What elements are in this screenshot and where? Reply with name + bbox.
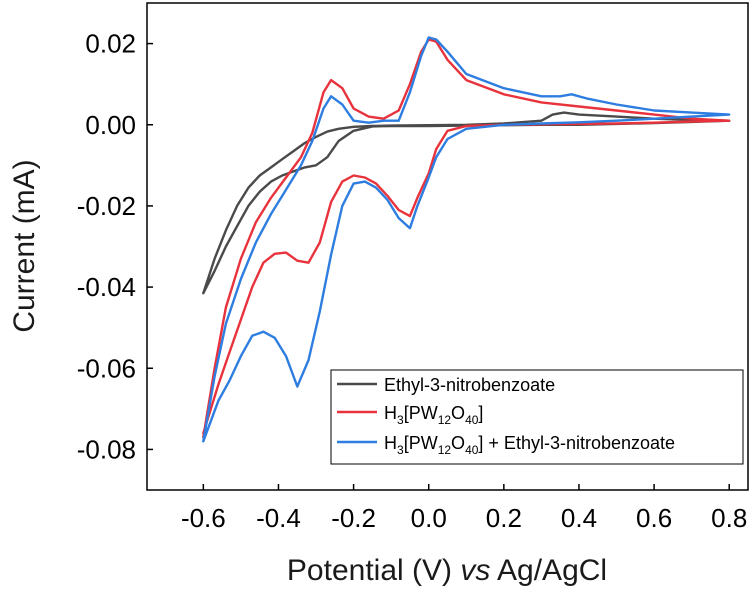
y-tick-label: -0.02	[77, 191, 136, 221]
series-line-2	[202, 36, 731, 443]
y-tick-label: 0.00	[85, 110, 136, 140]
legend-label-part: [PW	[404, 403, 438, 423]
legend-label-part: O	[451, 433, 465, 453]
y-tick-label: -0.06	[77, 353, 136, 383]
legend-label-part: 40	[465, 443, 479, 457]
x-tick-label: 0.2	[486, 503, 522, 533]
legend-label-part: [PW	[404, 433, 438, 453]
x-tick-label: 0.6	[636, 503, 672, 533]
x-axis-title-italic: vs	[460, 554, 490, 587]
legend-label-part: ] + Ethyl-3-nitrobenzoate	[478, 433, 675, 453]
legend-label-part: ]	[478, 403, 483, 423]
y-tick-label: -0.04	[77, 272, 136, 302]
x-tick-label: 0.4	[561, 503, 597, 533]
legend-label-part: O	[451, 403, 465, 423]
x-axis-title-prefix: Potential (V)	[287, 554, 460, 587]
legend-label-part: 12	[438, 413, 452, 427]
x-tick-label: 0.0	[411, 503, 447, 533]
legend-label-part: 3	[397, 443, 404, 457]
legend-label-part: H	[384, 433, 397, 453]
legend-label-part: 12	[438, 443, 452, 457]
tick-layer: -0.6 -0.4 -0.2 0.0 0.2 0.4 0.6 0.8 0.02 0.00 -0.02…	[77, 29, 748, 533]
legend-label-part: H	[384, 403, 397, 423]
legend-label-part: 3	[397, 413, 404, 427]
y-tick-label: 0.02	[85, 29, 136, 59]
y-tick-label: -0.08	[77, 434, 136, 464]
legend-label-part: 40	[465, 413, 479, 427]
plot-frame	[146, 2, 749, 491]
series-layer	[202, 36, 731, 443]
x-tick-label: -0.2	[331, 503, 376, 533]
legend-label-2: H3[PW12O40] + Ethyl-3-nitrobenzoate	[384, 433, 675, 457]
x-tick-label: -0.4	[256, 503, 301, 533]
legend-label-part: Ethyl-3-nitrobenzoate	[384, 375, 555, 395]
y-axis-title: Current (mA)	[8, 159, 41, 332]
x-axis-title-suffix: Ag/AgCl	[490, 554, 607, 587]
legend-label-0: Ethyl-3-nitrobenzoate	[384, 375, 555, 395]
legend: Ethyl-3-nitrobenzoateH3[PW12O40]H3[PW12O…	[330, 369, 744, 465]
series-line-1	[202, 38, 731, 439]
legend-box	[330, 369, 744, 465]
x-tick-label: 0.8	[711, 503, 747, 533]
x-axis-title: Potential (V) vs Ag/AgCl	[287, 554, 607, 587]
x-tick-label: -0.6	[181, 503, 226, 533]
legend-label-1: H3[PW12O40]	[384, 403, 483, 427]
